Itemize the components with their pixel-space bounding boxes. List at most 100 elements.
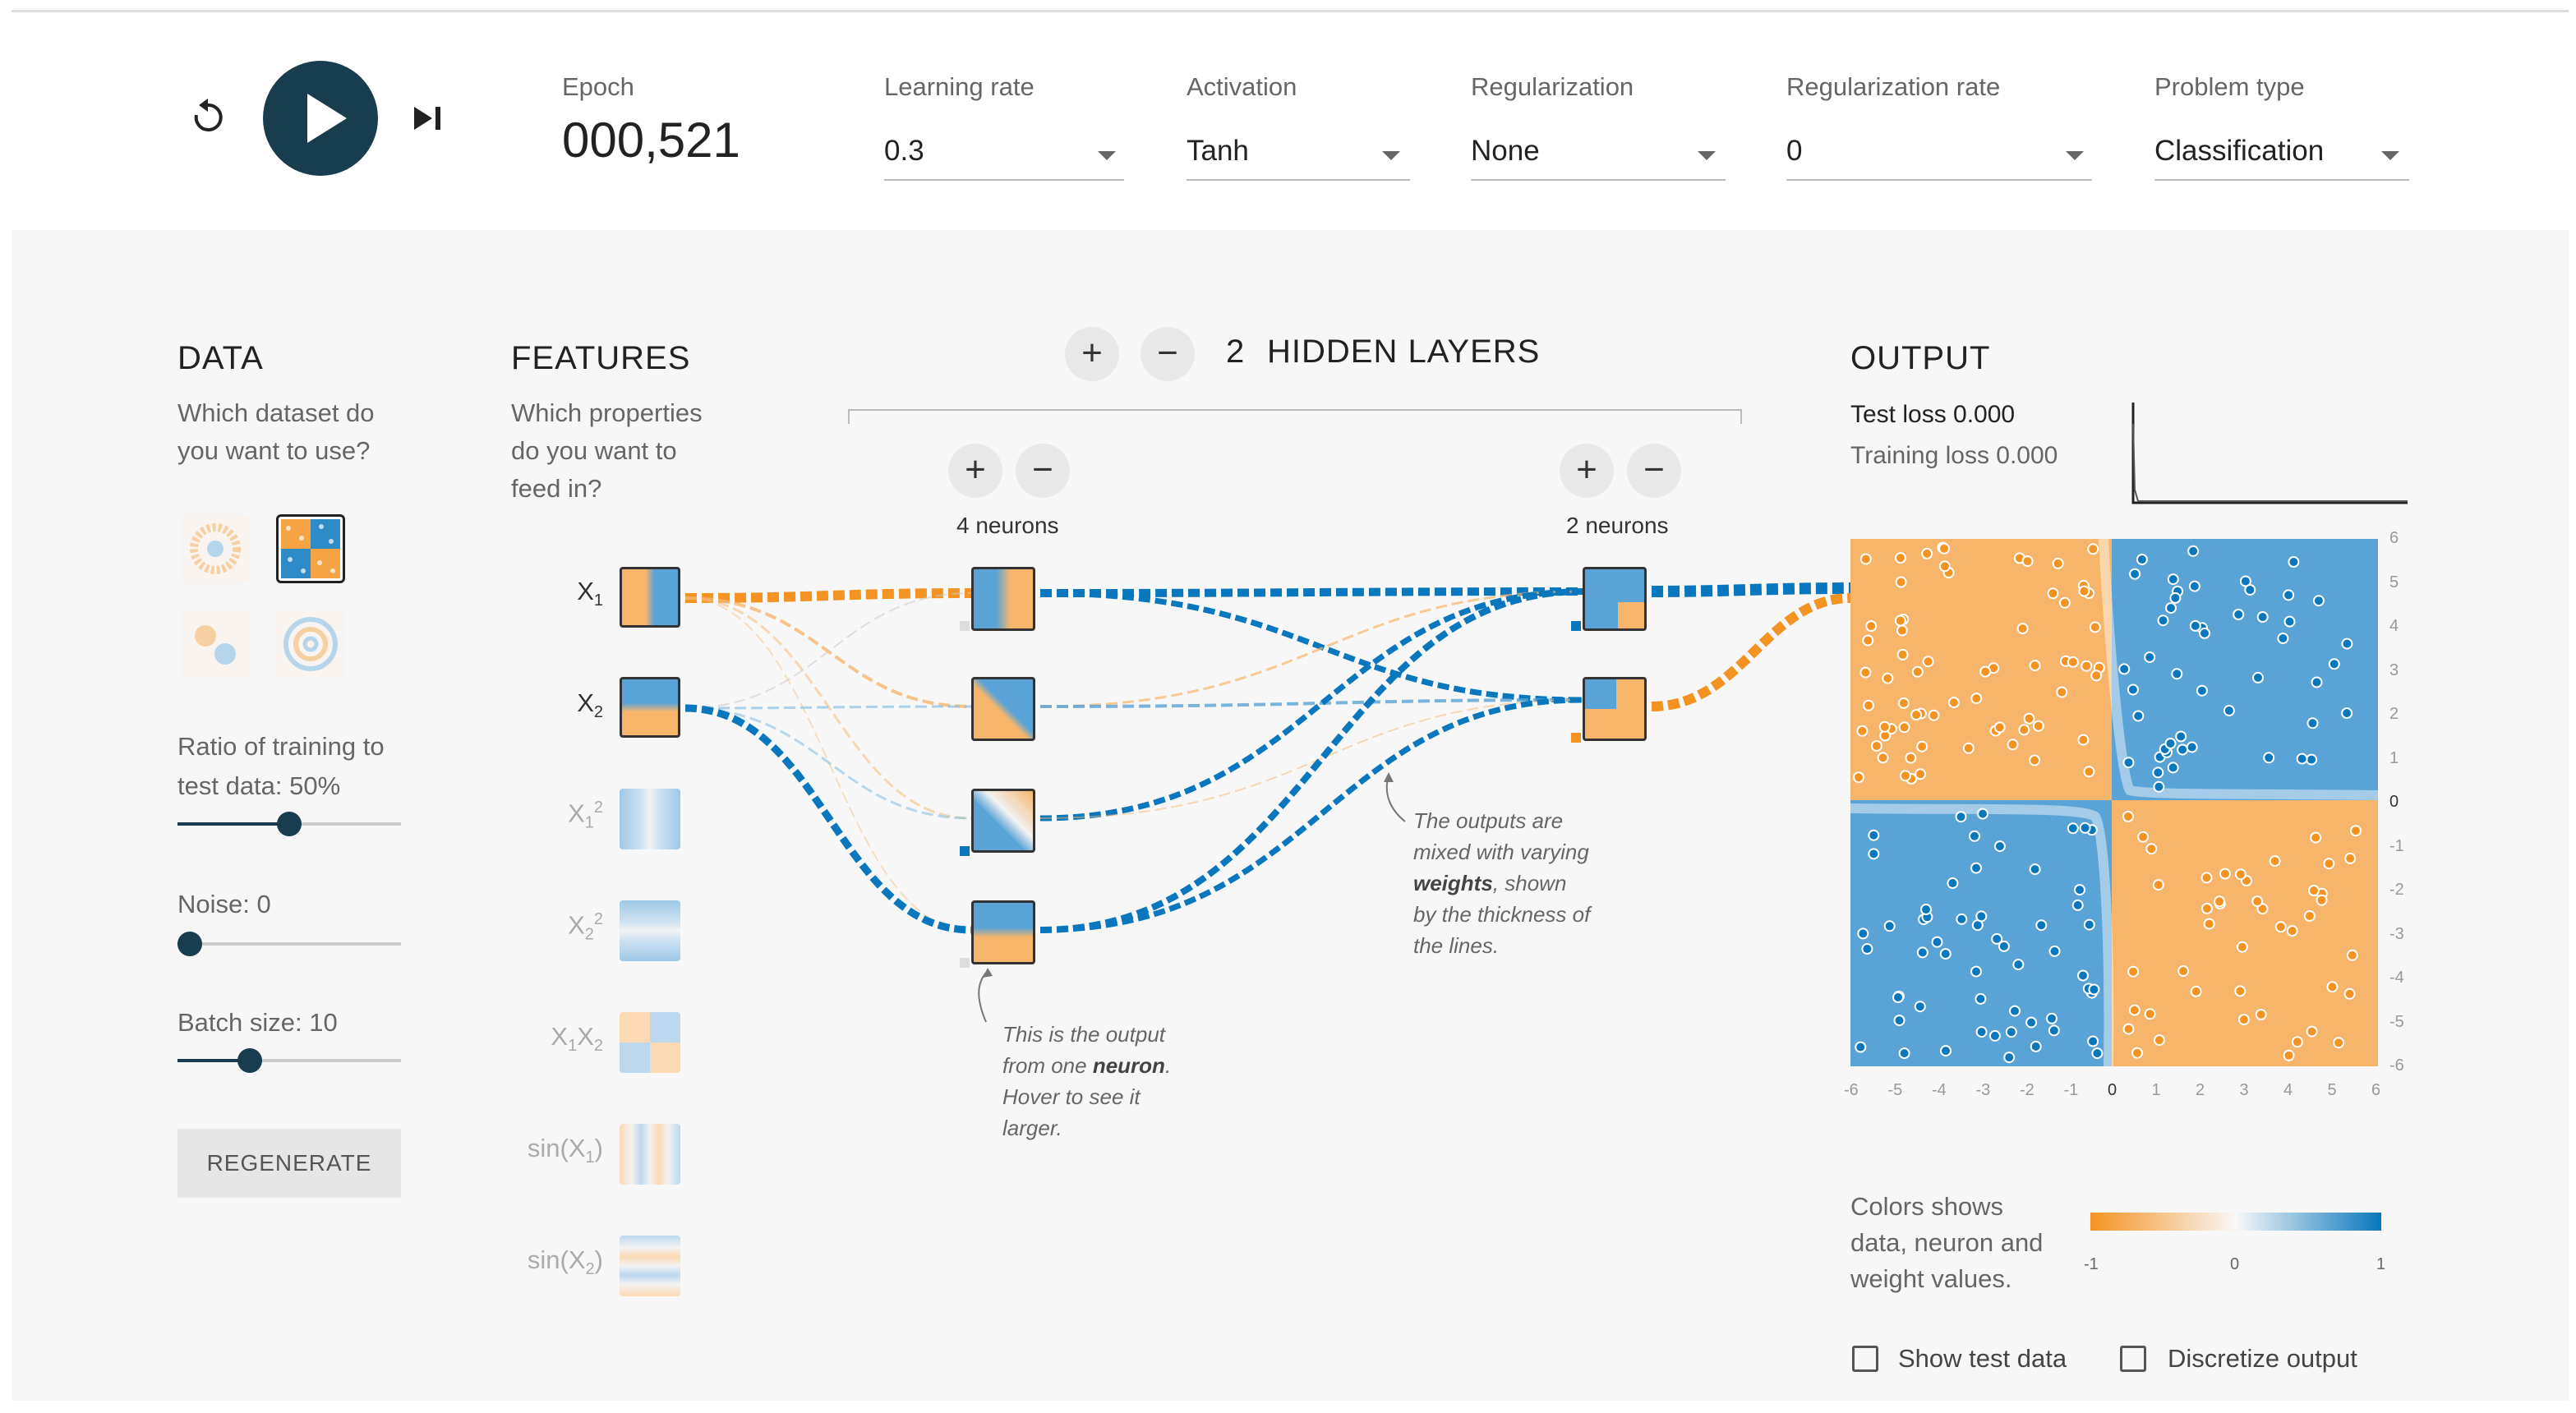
data-title: DATA [177,340,264,376]
data-point-blue [2091,1047,2104,1060]
regularization-rate-select[interactable]: 0 [1786,123,2092,182]
x-tick-label: 0 [2108,1081,2117,1099]
batch-size-slider[interactable] [177,1047,401,1075]
weight-x2-n3[interactable] [684,706,972,820]
data-point-blue [2129,568,2141,580]
features-description-1: Which properties [511,398,703,427]
show-test-data-checkbox[interactable] [1852,1346,1878,1372]
data-point-orange [2343,987,2356,1000]
data-point-orange [2308,885,2320,896]
ratio-slider[interactable] [177,810,401,838]
neuron-2-1[interactable] [1583,567,1647,631]
y-tick-label: -3 [2389,924,2404,943]
select-underline [2154,179,2409,181]
dataset-spiral[interactable] [276,610,345,679]
noise-slider-handle[interactable] [177,932,202,956]
discretize-output-label[interactable]: Discretize output [2168,1344,2357,1373]
weight-x1-n1[interactable] [684,588,972,603]
data-point-blue [2175,730,2187,743]
data-point-orange [1862,634,1874,647]
neuron-2-2[interactable] [1583,677,1647,741]
data-point-blue [1898,1047,1910,1060]
neuron-1-2[interactable] [971,677,1035,741]
weight-x1-n4[interactable] [684,597,972,931]
learning-rate-select[interactable]: 0.3 [884,123,1124,182]
layer2-add-neuron-button[interactable]: + [1560,444,1614,498]
data-point-blue [1857,927,1869,940]
data-point-orange [2137,831,2150,843]
feature-x2-squared[interactable] [620,900,680,961]
feature-sin-x2[interactable] [620,1236,680,1296]
note-neuron: This is the output from one neuron. Hove… [1002,1022,1172,1140]
data-point-blue [1947,877,1959,889]
data-point-orange [2122,1023,2135,1035]
activation-select[interactable]: Tanh [1187,123,1410,182]
feature-x1-squared[interactable] [620,789,680,849]
reset-icon[interactable] [187,97,228,138]
add-layer-button[interactable]: + [1065,327,1119,381]
weight-x2-n4[interactable] [684,704,972,934]
legend-text-1: Colors shows [1850,1192,2004,1221]
data-point-blue [1991,932,2003,945]
layer1-add-neuron-button[interactable]: + [948,444,1002,498]
weight-n4-m1[interactable] [1039,588,1583,933]
weight-n2-m1[interactable] [1039,590,1583,708]
y-tick-label: 0 [2389,793,2399,811]
batch-slider-handle[interactable] [237,1048,262,1073]
feature-x2[interactable] [620,677,680,738]
hidden-layers-bracket [848,409,1742,424]
layer2-remove-neuron-button[interactable]: − [1627,444,1681,498]
weight-n4-m2[interactable] [1039,697,1583,933]
show-test-data-label[interactable]: Show test data [1898,1344,2067,1373]
weight-x1-n3[interactable] [684,596,972,820]
feature-sin-x1[interactable] [620,1124,680,1185]
dataset-circle[interactable] [181,514,250,583]
data-point-blue [1988,1029,2001,1042]
weight-x2-n1[interactable] [684,592,972,709]
regenerate-button[interactable]: REGENERATE [177,1129,401,1198]
data-point-blue [2083,918,2095,931]
neuron-1-4[interactable] [971,900,1035,964]
feature-x1[interactable] [620,567,680,628]
ratio-slider-handle[interactable] [277,812,302,836]
y-tick-label: -2 [2389,881,2404,899]
weight-n2-m2[interactable] [1039,698,1583,708]
x-tick-label: -4 [1932,1081,1947,1099]
data-point-orange [2333,1037,2345,1049]
data-point-blue [2283,615,2296,628]
weight-x2-n2[interactable] [684,705,972,710]
weight-x1-n2[interactable] [684,596,972,708]
layer1-remove-neuron-button[interactable]: − [1016,444,1070,498]
weight-n3-m1[interactable] [1039,588,1583,822]
discretize-output-checkbox[interactable] [2120,1346,2146,1372]
neuron-1-3[interactable] [971,789,1035,853]
weight-n1-m2[interactable] [1039,590,1583,703]
data-point-blue [2169,591,2182,604]
noise-slider[interactable] [177,930,401,958]
data-point-orange [1922,656,1934,668]
bias-2-1 [1571,621,1581,631]
data-point-orange [2214,895,2226,908]
weight-n1-m1[interactable] [1039,587,1583,597]
output-title: OUTPUT [1850,340,1991,376]
weight-m2-out[interactable] [1651,593,1851,711]
data-point-blue [2088,983,2100,996]
neuron-1-1[interactable] [971,567,1035,631]
data-point-blue [2079,822,2091,834]
play-button[interactable] [263,61,378,176]
weight-m1-out[interactable] [1651,582,1851,597]
problem-type-select[interactable]: Classification [2154,123,2409,182]
dataset-xor[interactable] [276,514,345,583]
data-point-blue [2122,757,2135,769]
data-point-blue [1969,830,1980,842]
regularization-value: None [1471,135,1540,167]
feature-x1x2[interactable] [620,1012,680,1073]
dataset-gaussian[interactable] [181,610,250,679]
regularization-select[interactable]: None [1471,123,1726,182]
step-icon[interactable] [411,102,447,135]
data-point-orange [2234,985,2247,997]
epoch-value: 000,521 [562,113,740,168]
data-point-blue [2144,651,2156,663]
remove-layer-button[interactable]: − [1141,327,1195,381]
weight-n3-m2[interactable] [1039,699,1583,819]
